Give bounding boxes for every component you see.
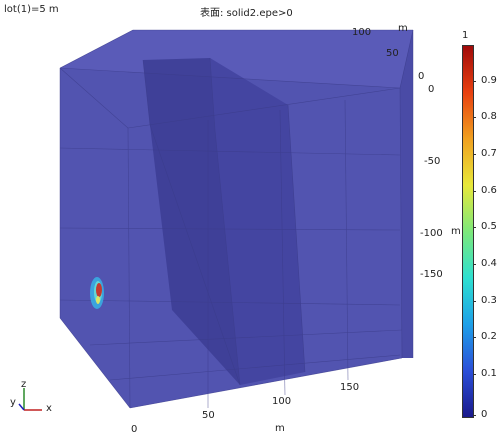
axis-triad xyxy=(18,388,42,411)
colorbar-tick: 0.1 xyxy=(473,368,497,379)
z-tick: -150 xyxy=(420,269,443,280)
colorbar-tick: 0.5 xyxy=(473,221,497,232)
triad-z-label: z xyxy=(21,379,27,390)
y-tick: 0 xyxy=(418,71,425,82)
axis-label-y: m xyxy=(398,23,408,34)
plot-parameter-label: lot(1)=5 m xyxy=(4,4,59,15)
grid-lines xyxy=(59,29,414,409)
colorbar-tick: 0.2 xyxy=(473,331,497,342)
z-tick: -50 xyxy=(424,156,441,167)
colorbar-max-label: 1 xyxy=(462,30,469,41)
z-tick: 0 xyxy=(428,84,435,95)
x-tick: 50 xyxy=(202,410,215,421)
y-tick: 100 xyxy=(352,27,372,38)
axis-label-x: m xyxy=(275,423,285,434)
x-tick: 100 xyxy=(272,396,292,407)
plot-title: 表面: solid2.epe>0 xyxy=(200,8,293,19)
colorbar-tick: 0.3 xyxy=(473,295,497,306)
hotspot-region xyxy=(90,277,104,309)
colorbar-tick: 0.9 xyxy=(473,75,497,86)
colorbar-tick: 0.6 xyxy=(473,185,497,196)
colorbar-tick: 0.7 xyxy=(473,148,497,159)
colorbar xyxy=(462,45,474,418)
block-right-face xyxy=(400,30,413,358)
colorbar-tick: 0.4 xyxy=(473,258,497,269)
y-tick: 50 xyxy=(386,48,399,59)
axis-label-z: m xyxy=(451,226,461,237)
colorbar-tick: 0 xyxy=(472,409,488,420)
x-tick: 0 xyxy=(131,424,138,435)
z-tick: -100 xyxy=(420,228,443,239)
colorbar-tick: 0.8 xyxy=(473,111,497,122)
x-tick: 150 xyxy=(340,382,360,393)
triad-x-label: x xyxy=(46,403,52,414)
triad-y-label: y xyxy=(10,397,16,408)
